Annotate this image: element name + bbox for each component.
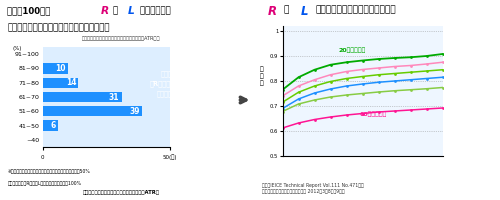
Text: 訓練効果が
あると判明: 訓練効果が あると判明: [446, 82, 469, 106]
Text: ネイティブの「R」と「L」の聴き分け正解率は100%: ネイティブの「R」と「L」の聴き分け正解率は100%: [8, 181, 82, 186]
Text: （データ提供：国際電気通信基礎技術研究所（ATR））: （データ提供：国際電気通信基礎技術研究所（ATR））: [82, 36, 160, 41]
Text: 出典：IEICE Technical Report Vol.111 No.471より
（電子情報通信学会の技術研究報告 2012年3月8日～9日）: 出典：IEICE Technical Report Vol.111 No.471…: [262, 183, 364, 194]
Text: 14: 14: [66, 78, 76, 87]
Text: ※二択回答の為、全く区別がつかない人でも平均正解率は50%: ※二択回答の為、全く区別がつかない人でも平均正解率は50%: [8, 169, 90, 174]
Text: 10: 10: [56, 64, 66, 73]
Text: 大学生であっても
「R」と「L」の聴き分けの
正解率は60%程度: 大学生であっても 「R」と「L」の聴き分けの 正解率は60%程度: [150, 71, 203, 97]
Text: を含む単語を: を含む単語を: [136, 6, 170, 15]
Text: R: R: [268, 5, 276, 18]
Text: 20代の学習者: 20代の学習者: [338, 47, 366, 53]
Text: 39: 39: [130, 107, 140, 116]
Text: 31: 31: [109, 92, 120, 102]
Text: 正
答
率: 正 答 率: [260, 66, 264, 86]
Text: 6: 6: [50, 121, 56, 130]
Bar: [42, 120, 58, 131]
Text: と: と: [110, 6, 122, 15]
Text: 大学生100人が: 大学生100人が: [8, 6, 54, 15]
Text: L: L: [128, 6, 134, 16]
Text: ヒアリングし、二択で回答した場合の正解率: ヒアリングし、二択で回答した場合の正解率: [8, 23, 110, 32]
Text: 60代の学習者: 60代の学習者: [360, 111, 386, 117]
Bar: [42, 92, 121, 102]
Text: L: L: [301, 5, 308, 18]
Text: の聴き取り訓練中の正答率の変化: の聴き取り訓練中の正答率の変化: [316, 5, 396, 14]
Text: R: R: [100, 6, 109, 16]
Bar: [42, 63, 68, 74]
Bar: [42, 78, 78, 88]
Text: (%): (%): [12, 46, 22, 51]
Text: データ提供：国際電気通信基礎技術研究所（ATR）: データ提供：国際電気通信基礎技術研究所（ATR）: [83, 190, 160, 195]
Text: と: と: [284, 5, 289, 14]
Bar: [42, 106, 142, 116]
